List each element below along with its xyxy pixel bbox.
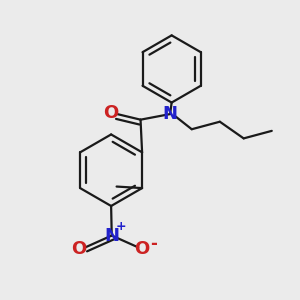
Text: N: N: [104, 226, 119, 244]
Text: O: O: [71, 240, 86, 258]
Text: N: N: [163, 105, 178, 123]
Text: +: +: [115, 220, 126, 233]
Text: O: O: [134, 240, 149, 258]
Text: O: O: [103, 103, 118, 122]
Text: -: -: [150, 235, 157, 253]
